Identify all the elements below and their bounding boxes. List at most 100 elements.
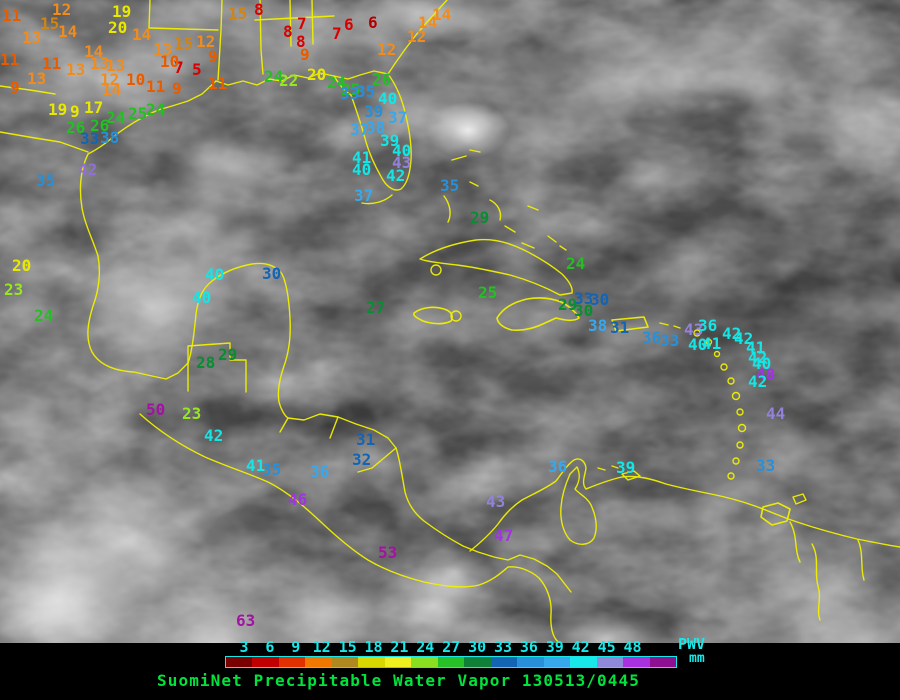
jamaica-outline: [413, 306, 453, 325]
south-america-coast: [469, 458, 900, 552]
colorbar-segment: [411, 657, 438, 667]
station-pwv-value: 6: [368, 13, 378, 32]
colorbar-tick-label: 18: [364, 638, 383, 656]
colorbar-segment: [596, 657, 624, 667]
jamaica-east-loop: [450, 310, 462, 322]
station-pwv-value: 8: [296, 32, 306, 51]
colorbar-segment: [437, 657, 465, 667]
station-pwv-value: 26: [90, 116, 110, 135]
colorbar-tick-label: 36: [519, 638, 538, 656]
station-pwv-value: 7: [297, 14, 307, 33]
station-pwv-value: 42: [734, 329, 754, 348]
station-pwv-value: 40: [192, 288, 212, 307]
station-pwv-value: 36: [310, 462, 330, 481]
station-pwv-value: 13: [153, 40, 173, 59]
station-pwv-value: 37: [354, 186, 374, 205]
station-pwv-value: 8: [254, 0, 264, 19]
colorbar-segment: [517, 657, 544, 667]
station-pwv-value: 25: [128, 104, 148, 123]
station-pwv-value: 41: [352, 148, 372, 167]
station-pwv-value: 5: [192, 60, 202, 79]
coastline-overlay: [0, 0, 900, 643]
station-pwv-value: 35: [440, 176, 460, 195]
station-pwv-value: 8: [283, 22, 293, 41]
station-pwv-value: 42: [722, 324, 742, 343]
colorbar-segment: [331, 657, 359, 667]
station-pwv-value: 38: [366, 118, 386, 137]
colorbar-unit-label: PWV mm: [678, 635, 706, 666]
rio-grande-border: [0, 131, 89, 153]
station-pwv-value: 13: [22, 28, 42, 47]
colorbar-segment: [358, 657, 385, 667]
station-pwv-value: 42: [386, 166, 406, 185]
colorbar-tick-label: 24: [416, 638, 435, 656]
station-pwv-value: 12: [407, 27, 427, 46]
station-pwv-value: 63: [236, 611, 256, 630]
station-pwv-value: 40: [392, 141, 412, 160]
station-pwv-value: 41: [246, 456, 266, 475]
station-pwv-value: 7: [174, 58, 184, 77]
station-pwv-value: 9: [300, 45, 310, 64]
station-pwv-value: 9: [208, 47, 218, 66]
station-pwv-value: 12: [100, 70, 120, 89]
colorbar-segment: [384, 657, 412, 667]
station-pwv-value: 14: [102, 80, 122, 99]
station-pwv-value: 33: [80, 129, 100, 148]
station-pwv-value: 33: [340, 84, 360, 103]
station-pwv-value: 12: [196, 32, 216, 51]
station-pwv-value: 24: [146, 100, 166, 119]
colorbar-segment: [226, 657, 253, 667]
puerto-rico-outline: [611, 316, 649, 332]
station-pwv-value: 6: [344, 15, 354, 34]
ca-internal-borders: [279, 416, 397, 473]
sa-interior-borders: [789, 521, 865, 621]
station-pwv-value: 15: [228, 4, 248, 23]
colorbar-segment: [570, 657, 597, 667]
bahamas-marks: [443, 149, 567, 251]
station-pwv-value: 43: [392, 153, 412, 172]
station-pwv-value: 28: [196, 353, 216, 372]
station-pwv-value: 10: [126, 70, 146, 89]
red-river-border: [0, 85, 56, 95]
cuba-outline: [419, 238, 573, 296]
colorbar-tick-label: 12: [312, 638, 331, 656]
station-pwv-value: 15: [40, 14, 60, 33]
colorbar-tick-label: 42: [571, 638, 590, 656]
colorbar-tick-label: 48: [623, 638, 642, 656]
station-pwv-value: 14: [132, 25, 152, 44]
station-pwv-value: 15: [174, 34, 194, 53]
colorbar-segment: [464, 657, 491, 667]
station-pwv-value: 33: [660, 331, 680, 350]
station-pwv-value: 24: [106, 108, 126, 127]
station-pwv-value: 29: [558, 295, 578, 314]
unit-pwv: PWV: [678, 635, 706, 653]
unit-mm: mm: [689, 651, 705, 666]
station-pwv-value: 41: [702, 334, 722, 353]
station-pwv-value: 36: [642, 328, 662, 347]
station-pwv-value: 12: [377, 40, 397, 59]
station-pwv-value: 30: [262, 264, 282, 283]
colorbar-tick-label: 45: [597, 638, 616, 656]
satellite-map: 11 13 15 14 12 19 20 14 14 11 13 13 13 12 14 10 11 9 7 5 10 1…: [0, 0, 900, 643]
colorbar-tick-label: 39: [545, 638, 564, 656]
colorbar-segment: [543, 657, 571, 667]
station-pwv-value: 11: [146, 77, 166, 96]
us-coastline: [215, 0, 448, 86]
station-pwv-value: 40: [378, 89, 398, 108]
station-pwv-value: 12: [52, 0, 72, 19]
station-pwv-value: 40: [688, 335, 708, 354]
station-pwv-value: 11: [0, 50, 20, 69]
station-pwv-value: 19: [48, 100, 68, 119]
station-pwv-value: 19: [112, 2, 132, 21]
station-pwv-value: 40: [352, 160, 372, 179]
station-pwv-value: 14: [58, 22, 78, 41]
station-pwv-value: 43: [684, 320, 704, 339]
station-pwv-value: 53: [378, 543, 398, 562]
station-pwv-value: 32: [352, 450, 372, 469]
station-pwv-value: 39: [380, 131, 400, 150]
station-pwv-value: 29: [218, 345, 238, 364]
colorbar-tick-label: 30: [468, 638, 487, 656]
colorbar-tick-label: 6: [265, 638, 275, 656]
tobago-outline: [792, 493, 807, 505]
